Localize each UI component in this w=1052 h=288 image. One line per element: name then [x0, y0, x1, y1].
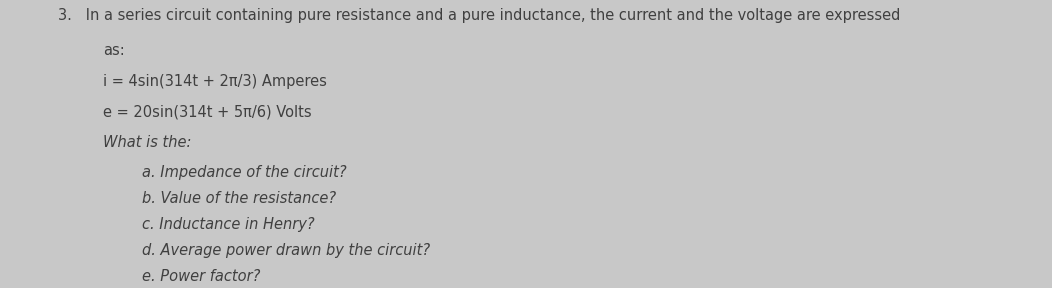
Text: c. Inductance in Henry?: c. Inductance in Henry?: [142, 217, 315, 232]
Text: e = 20sin(314t + 5π/6) Volts: e = 20sin(314t + 5π/6) Volts: [103, 105, 311, 120]
Text: 3.   In a series circuit containing pure resistance and a pure inductance, the c: 3. In a series circuit containing pure r…: [58, 8, 901, 23]
Text: What is the:: What is the:: [103, 135, 191, 150]
Text: a. Impedance of the circuit?: a. Impedance of the circuit?: [142, 165, 347, 180]
Text: d. Average power drawn by the circuit?: d. Average power drawn by the circuit?: [142, 243, 430, 258]
Text: as:: as:: [103, 43, 125, 58]
Text: i = 4sin(314t + 2π/3) Amperes: i = 4sin(314t + 2π/3) Amperes: [103, 74, 327, 89]
Text: b. Value of the resistance?: b. Value of the resistance?: [142, 191, 337, 206]
Text: e. Power factor?: e. Power factor?: [142, 269, 261, 284]
